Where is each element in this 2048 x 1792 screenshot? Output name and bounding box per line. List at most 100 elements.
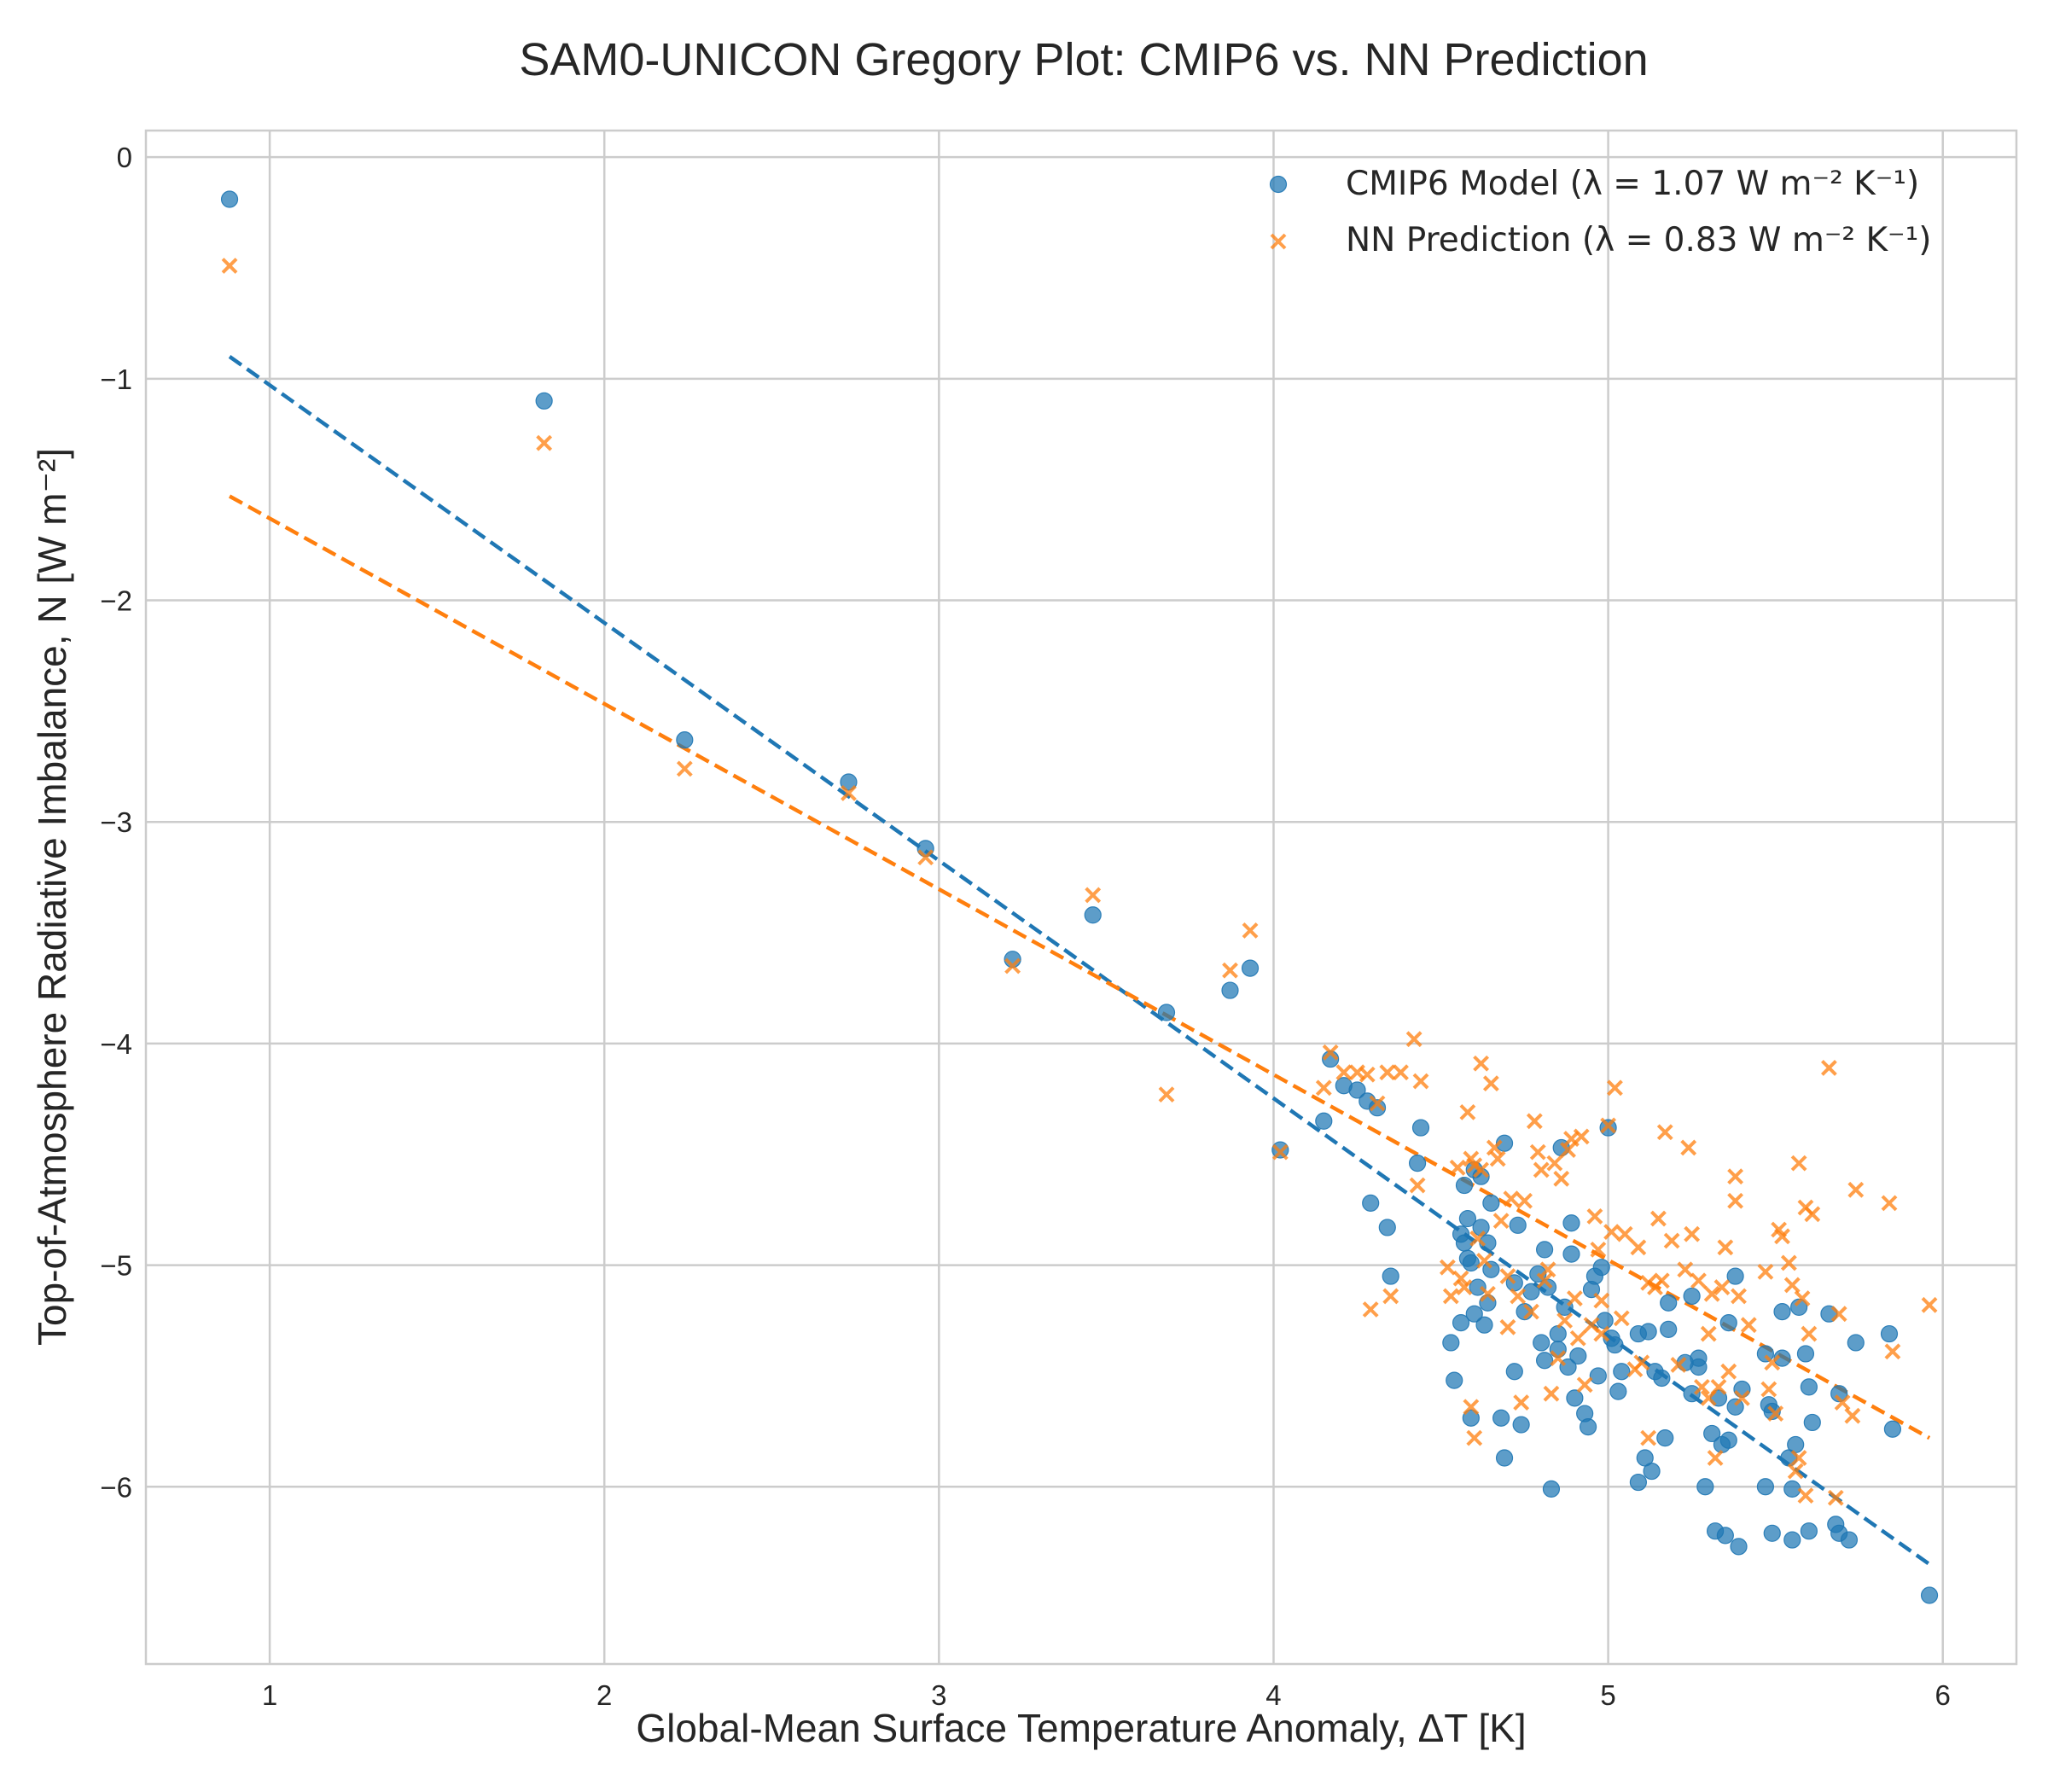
nn-point (1486, 1139, 1503, 1156)
cmip6-point (1465, 1305, 1483, 1323)
cmip6-point (1629, 1473, 1647, 1492)
nn-point (1463, 1399, 1480, 1416)
nn-point (1222, 962, 1238, 979)
cmip6-point (1362, 1194, 1380, 1212)
cmip6-point (1763, 1524, 1781, 1542)
cmip6-point (1462, 1409, 1480, 1427)
nn-point (1510, 1288, 1527, 1305)
nn-point (1556, 1312, 1574, 1329)
nn-point (676, 760, 693, 777)
nn-point (1550, 1350, 1567, 1367)
cmip6-point (1847, 1334, 1865, 1352)
plot-frame (144, 129, 2018, 1666)
nn-point (1480, 1285, 1496, 1302)
cmip6-point (1549, 1324, 1567, 1343)
nn-point (1731, 1288, 1747, 1305)
legend-label-nn: NN Prediction (λ = 0.83 W m⁻² K⁻¹) (1346, 221, 1931, 259)
cmip6-point (1716, 1527, 1734, 1545)
cmip6-point (1639, 1323, 1657, 1341)
cmip6-point (1589, 1367, 1607, 1385)
nn-point (1085, 887, 1102, 904)
nn-point (1492, 1213, 1510, 1230)
cmip6-point (1660, 1320, 1678, 1338)
cmip6-point (1730, 1538, 1748, 1556)
nn-point (1409, 1177, 1426, 1194)
cmip6-point (1790, 1298, 1808, 1317)
x-tick-label: 2 (596, 1679, 612, 1711)
cmip6-point (1479, 1294, 1497, 1312)
nn-point (1529, 1143, 1546, 1161)
cmip6-point (1613, 1363, 1631, 1381)
chart-title: SAM0-UNICON Gregory Plot: CMIP6 vs. NN P… (519, 34, 1648, 85)
nn-point (1600, 1117, 1617, 1134)
cmip6-point (1512, 1416, 1530, 1434)
nn-point (1713, 1279, 1731, 1295)
legend-label-cmip6: CMIP6 Model (λ = 1.07 W m⁻² K⁻¹) (1346, 165, 1919, 203)
cmip6-point (1533, 1334, 1551, 1352)
nn-point (1626, 1361, 1644, 1378)
cmip6-point (1920, 1586, 1939, 1604)
nn-point (1576, 1376, 1593, 1393)
cmip6-point (1660, 1294, 1678, 1312)
cmip6-point (1690, 1349, 1708, 1367)
nn-point (1630, 1239, 1647, 1256)
cmip6-point (1840, 1531, 1859, 1549)
nn-point (1553, 1170, 1570, 1187)
nn-point (1452, 1270, 1469, 1287)
cmip6-point (1830, 1385, 1848, 1403)
nn-point (1650, 1210, 1667, 1227)
nn-point (1536, 1272, 1553, 1289)
nn-point (917, 849, 934, 866)
cmip6-point (1157, 1004, 1176, 1021)
y-tick-label: −5 (100, 1250, 132, 1282)
nn-point (1684, 1225, 1701, 1242)
nn-point (1516, 1192, 1533, 1209)
y-tick-label: −4 (100, 1028, 132, 1060)
nn-point (536, 434, 553, 451)
y-tick-label: −6 (100, 1471, 132, 1503)
y-tick-label: 0 (117, 142, 132, 173)
nn-point (1442, 1288, 1459, 1305)
nn-point (1830, 1306, 1847, 1323)
cmip6-point (1803, 1413, 1821, 1432)
legend-marker-nn (1270, 233, 1287, 250)
cmip6-point (1756, 1478, 1775, 1496)
cmip6-point (535, 392, 553, 410)
nn-point (1603, 1224, 1620, 1241)
cmip6-point (1726, 1267, 1744, 1285)
cmip6-point (1800, 1378, 1818, 1396)
nn-point (1158, 1086, 1175, 1103)
y-tick-label: −1 (100, 364, 132, 395)
nn-point (1543, 1385, 1560, 1402)
cmip6-point (1455, 1234, 1474, 1252)
nn-point (1382, 1288, 1399, 1305)
nn-point (1539, 1261, 1556, 1278)
nn-point (1783, 1277, 1801, 1294)
cmip6-point (1596, 1312, 1614, 1329)
nn-point (1774, 1228, 1790, 1245)
x-tick-label: 6 (1935, 1679, 1951, 1711)
nn-point (1663, 1232, 1680, 1249)
nn-point (1004, 957, 1021, 975)
nn-point (1526, 1113, 1543, 1130)
cmip6-point (1880, 1324, 1899, 1343)
nn-point (1513, 1394, 1530, 1411)
cmip6-point (1378, 1219, 1396, 1236)
nn-point (1369, 1095, 1386, 1112)
nn-point (1586, 1208, 1603, 1225)
y-axis-label: Top-of-Atmosphere Radiative Imbalance, N… (30, 448, 74, 1346)
nn-point (1560, 1142, 1576, 1158)
cmip6-point (1505, 1363, 1523, 1381)
nn-point (1590, 1241, 1607, 1258)
nn-point (1797, 1487, 1814, 1504)
nn-point (1469, 1230, 1487, 1247)
nn-point (1482, 1075, 1499, 1092)
tick-labels: 1 2 3 4 5 6 0 −1 −2 −3 −4 −5 −6 (100, 142, 1951, 1711)
x-tick-label: 3 (931, 1679, 946, 1711)
cmip6-point (1585, 1267, 1604, 1285)
nn-point (1727, 1168, 1744, 1185)
cmip6-point (1382, 1267, 1399, 1285)
cmip6-point (1446, 1371, 1463, 1389)
nn-point (1680, 1139, 1697, 1156)
